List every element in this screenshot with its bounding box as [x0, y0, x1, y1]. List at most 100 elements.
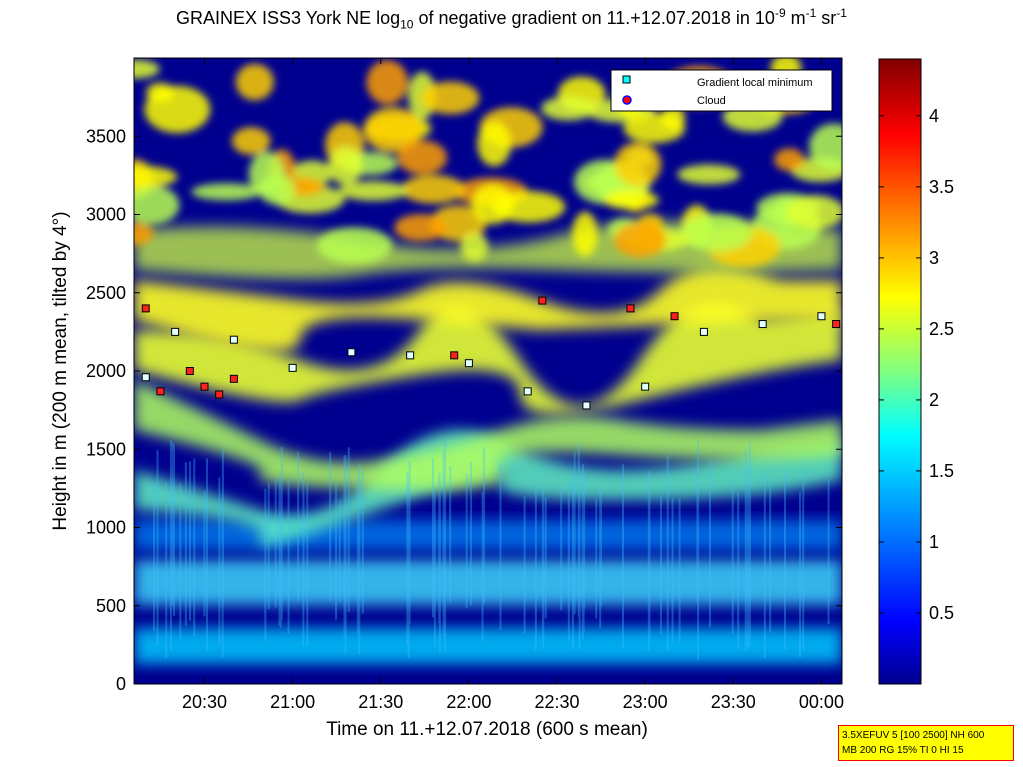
- heatmap-blob: [134, 185, 180, 225]
- heatmap-blob: [541, 96, 596, 121]
- cloud-marker: [156, 387, 165, 396]
- cloud-marker: [670, 312, 679, 321]
- gradient-minimum-marker: [641, 382, 650, 391]
- heatmap-blob: [421, 81, 480, 115]
- heatmap-blob: [677, 164, 741, 185]
- heatmap-blob: [603, 190, 659, 210]
- colorbar-tick-label: 3.5: [929, 177, 954, 197]
- colorbar: [878, 58, 922, 685]
- chart-title: GRAINEX ISS3 York NE log10 of negative g…: [176, 6, 847, 32]
- colorbar-tick-label: 4: [929, 106, 939, 126]
- heatmap-blob: [614, 142, 662, 187]
- legend-label-cloud: Cloud: [697, 95, 726, 107]
- colorbar-tick-label: 2.5: [929, 319, 954, 339]
- y-tick-label: 1500: [86, 439, 126, 459]
- cloud-marker: [229, 374, 238, 383]
- heatmap-blob: [397, 140, 448, 175]
- heatmap-blob: [477, 121, 512, 167]
- heatmap-blob: [366, 60, 409, 105]
- colorbar-axis: 0.5 1 1.5 2 2.5 3 3.5 4: [879, 106, 954, 623]
- heatmap-blob: [363, 107, 423, 153]
- y-tick-label: 3000: [86, 205, 126, 225]
- heatmap-blob: [613, 222, 667, 258]
- legend-label-gradient-minimum: Gradient local minimum: [697, 77, 813, 89]
- heatmap-blob: [786, 195, 842, 230]
- cloud-marker: [185, 367, 194, 375]
- x-tick-label: 20:30: [182, 692, 227, 712]
- cloud-marker: [450, 351, 459, 360]
- gradient-minimum-marker: [229, 335, 238, 344]
- heatmap-blob: [134, 165, 178, 188]
- gradient-minimum-marker: [288, 363, 297, 372]
- heatmap-blob: [144, 85, 211, 134]
- x-tick-label: 23:00: [623, 692, 668, 712]
- y-axis: 0 500 1000 1500 2000 2500 3000 3500: [86, 126, 842, 694]
- heatmap-blob: [774, 148, 805, 171]
- x-tick-label: 22:00: [446, 692, 491, 712]
- colorbar-tick-label: 1: [929, 532, 939, 552]
- heatmap-blob: [328, 145, 363, 186]
- cloud-marker: [200, 382, 209, 391]
- heatmap-band: [134, 520, 842, 550]
- colorbar-tick-label: 0.5: [929, 603, 954, 623]
- heatmap-band: [134, 628, 842, 664]
- x-axis: 20:30 21:00 21:30 22:00 22:30 23:00 23:30 00:00: [182, 58, 844, 712]
- x-tick-label: 23:30: [711, 692, 756, 712]
- cloud-marker: [538, 296, 547, 305]
- heatmap-blob: [401, 174, 466, 204]
- gradient-minimum-marker: [464, 359, 473, 368]
- y-tick-label: 2500: [86, 283, 126, 303]
- cloud-marker: [141, 304, 150, 313]
- y-tick-label: 3500: [86, 126, 126, 146]
- heatmap-band: [134, 380, 842, 491]
- heatmap-blob: [809, 123, 842, 171]
- heatmap-blob: [572, 211, 598, 257]
- heatmap-blob: [460, 232, 489, 262]
- heatmap-blob: [680, 213, 753, 252]
- colorbar-tick-label: 2: [929, 390, 939, 410]
- gradient-minimum-marker: [171, 327, 180, 336]
- legend: Gradient local minimum Cloud: [610, 69, 833, 112]
- gradient-minimum-marker: [699, 327, 708, 336]
- x-tick-label: 22:30: [535, 692, 580, 712]
- gradient-minimum-marker: [523, 387, 532, 396]
- cloud-marker: [215, 390, 224, 399]
- gradient-minimum-marker: [141, 373, 150, 382]
- heatmap-blob: [623, 113, 686, 144]
- cloud-marker: [832, 320, 841, 329]
- heatmap-blob: [394, 214, 448, 242]
- heatmap-blob: [471, 184, 515, 225]
- info-line-2: MB 200 RG 15% TI 0 HI 15: [842, 745, 964, 756]
- gradient-minimum-marker: [582, 401, 591, 410]
- x-tick-label: 21:30: [358, 692, 403, 712]
- y-tick-label: 0: [116, 674, 126, 694]
- info-box: 3.5XEFUV 5 [100 2500] NH 600 MB 200 RG 1…: [838, 725, 1014, 761]
- heatmap-blob: [235, 63, 274, 101]
- heatmap-band: [134, 430, 842, 546]
- heatmap-band: [134, 267, 842, 352]
- heatmap-blob: [338, 181, 409, 201]
- x-tick-label: 00:00: [799, 692, 844, 712]
- heatmap-band: [134, 560, 842, 605]
- gradient-minimum-marker: [758, 320, 767, 329]
- legend-marker-square: [622, 75, 631, 84]
- gradient-minimum-marker: [347, 348, 356, 357]
- y-tick-label: 2000: [86, 361, 126, 381]
- heatmap-blob: [316, 227, 393, 264]
- heatmap-blob: [191, 183, 262, 201]
- y-tick-label: 1000: [86, 518, 126, 538]
- heatmap-blob: [231, 127, 271, 155]
- y-axis-title: Height in m (200 m mean, tilted by 4°): [50, 211, 71, 530]
- heatmap-blob: [134, 222, 154, 246]
- colorbar-tick-label: 1.5: [929, 461, 954, 481]
- heatmap-blob: [134, 59, 160, 79]
- heatmap-band: [134, 302, 842, 414]
- heatmap-blob: [248, 151, 285, 197]
- info-line-1: 3.5XEFUV 5 [100 2500] NH 600: [842, 730, 985, 741]
- cloud-marker: [626, 304, 635, 313]
- marker-layer: [141, 296, 841, 410]
- x-tick-label: 21:00: [270, 692, 315, 712]
- y-tick-label: 500: [96, 596, 126, 616]
- x-axis-title: Time on 11.+12.07.2018 (600 s mean): [326, 719, 648, 740]
